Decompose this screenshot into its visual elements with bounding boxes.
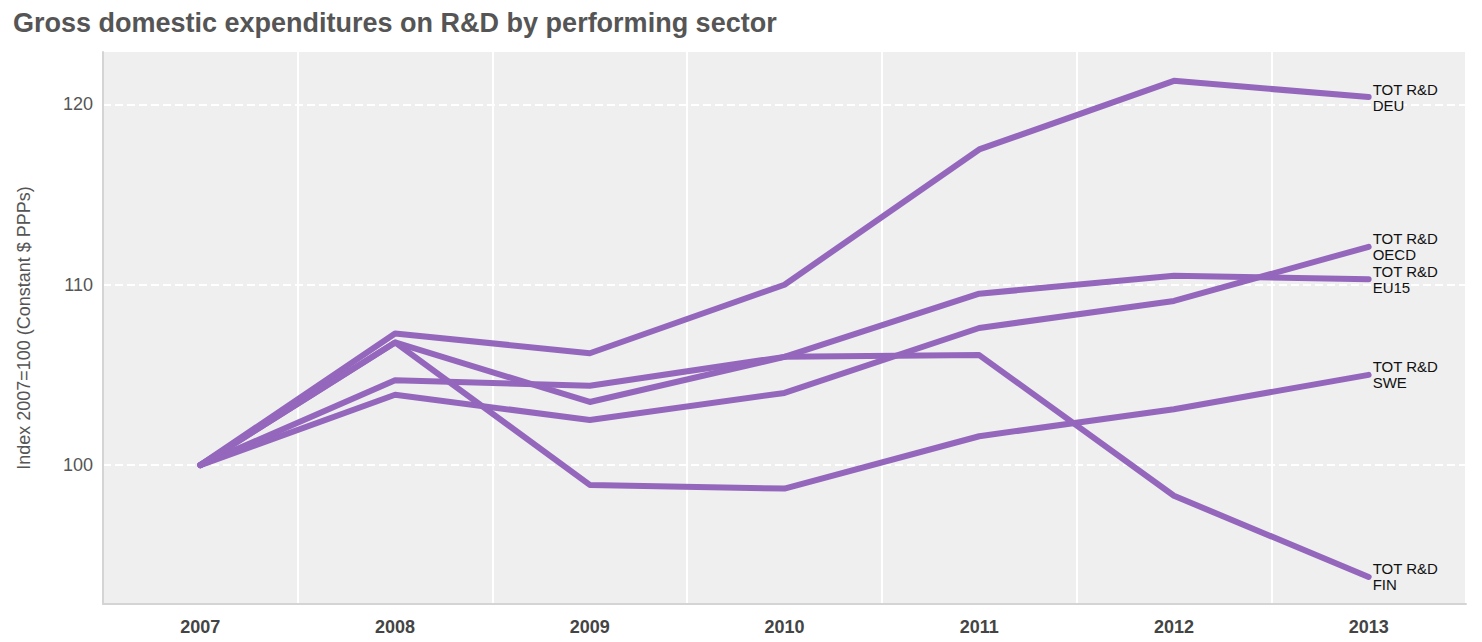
svg-text:TOT R&D: TOT R&D <box>1373 263 1438 280</box>
svg-text:2013: 2013 <box>1349 617 1389 637</box>
svg-text:EU15: EU15 <box>1373 279 1411 296</box>
svg-text:Index 2007=100 (Constant $ PPP: Index 2007=100 (Constant $ PPPs) <box>14 186 34 470</box>
svg-text:TOT R&D: TOT R&D <box>1373 81 1438 98</box>
svg-text:TOT R&D: TOT R&D <box>1373 358 1438 375</box>
svg-text:2008: 2008 <box>375 617 415 637</box>
svg-text:2011: 2011 <box>960 617 999 637</box>
svg-text:110: 110 <box>64 275 93 295</box>
svg-text:TOT R&D: TOT R&D <box>1373 230 1438 247</box>
svg-text:OECD: OECD <box>1373 246 1417 263</box>
svg-text:SWE: SWE <box>1373 374 1407 391</box>
svg-text:Gross domestic expenditures on: Gross domestic expenditures on R&D by pe… <box>13 8 777 38</box>
svg-text:2010: 2010 <box>764 617 804 637</box>
svg-text:FIN: FIN <box>1373 576 1397 593</box>
svg-text:2009: 2009 <box>570 617 610 637</box>
svg-text:100: 100 <box>63 455 93 475</box>
svg-text:TOT R&D: TOT R&D <box>1373 560 1438 577</box>
svg-text:2012: 2012 <box>1154 617 1194 637</box>
svg-text:2007: 2007 <box>180 617 220 637</box>
svg-text:DEU: DEU <box>1373 97 1405 114</box>
svg-text:120: 120 <box>63 94 93 114</box>
